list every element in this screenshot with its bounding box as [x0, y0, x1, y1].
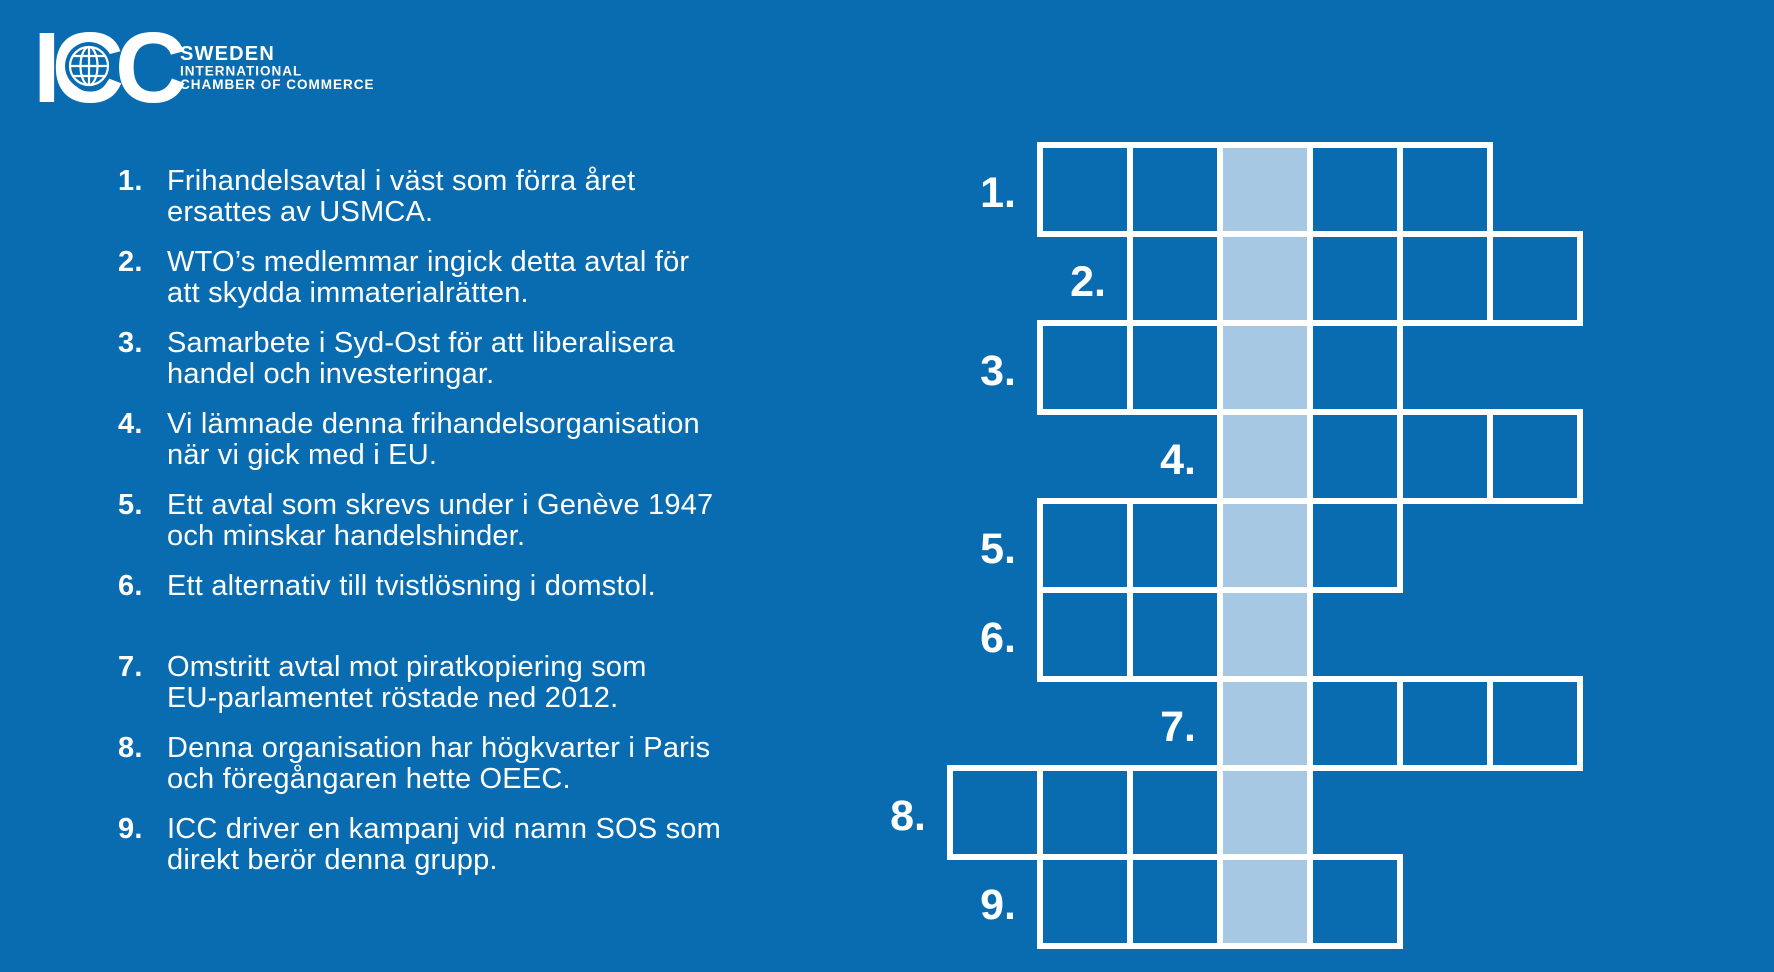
clue-item-4: 4. Vi lämnade denna frihandelsorganisatio…	[118, 409, 700, 470]
clue-text: ICC driver en kampanj vid namn SOS som d…	[167, 813, 721, 876]
logo-org-line-2: CHAMBER OF COMMERCE	[180, 77, 375, 92]
crossword-cell	[1043, 593, 1127, 676]
logo-org-line-1: INTERNATIONAL	[180, 64, 302, 79]
crossword-row-6: 6.	[980, 587, 1313, 682]
crossword-cell	[1133, 237, 1217, 320]
clue-text: Ett alternativ till tvistlösning i domst…	[167, 570, 656, 602]
clue-text: Omstritt avtal mot piratkopiering som EU…	[167, 651, 647, 714]
crossword-row-4: 4.	[1160, 409, 1583, 504]
clue-text: Samarbete i Syd-Ost för att liberalisera…	[167, 327, 675, 390]
crossword-cell	[1313, 148, 1397, 231]
clue-number: 4.	[118, 408, 143, 440]
crossword-cell	[1313, 415, 1397, 498]
crossword-cell	[1313, 504, 1397, 587]
clue-item-1: 1. Frihandelsavtal i väst som förra året …	[118, 166, 635, 227]
crossword-cell	[1493, 415, 1577, 498]
clue-number: 6.	[118, 570, 143, 602]
crossword-cell	[1403, 415, 1487, 498]
row-number-label: 6.	[980, 614, 1016, 662]
clue-item-8: 8. Denna organisation har högkvarter i Pa…	[118, 733, 710, 794]
crossword-row-5: 5.	[980, 498, 1403, 593]
row-number-label: 9.	[980, 881, 1016, 929]
row-number-label: 1.	[980, 169, 1016, 217]
crossword-row-7: 7.	[1160, 676, 1583, 771]
crossword-highlight-cell	[1223, 326, 1307, 409]
clue-number: 1.	[118, 165, 143, 197]
clue-item-3: 3. Samarbete i Syd-Ost för att liberalise…	[118, 328, 675, 389]
icc-logo-graphic: ICC SWEDEN INTERNATIONAL CHAMBER OF COMM…	[33, 12, 375, 124]
crossword-cell	[1133, 504, 1217, 587]
clue-number: 2.	[118, 246, 143, 278]
clue-text: Denna organisation har högkvarter i Pari…	[167, 732, 711, 795]
clue-item-5: 5. Ett avtal som skrevs under i Genève 19…	[118, 490, 713, 551]
row-number-label: 2.	[1070, 258, 1106, 306]
crossword-cell	[1133, 771, 1217, 854]
clue-text: Frihandelsavtal i väst som förra året er…	[167, 165, 636, 228]
clue-number: 3.	[118, 327, 143, 359]
crossword-highlight-cell	[1223, 682, 1307, 765]
crossword-highlight-cell	[1223, 771, 1307, 854]
clue-number: 9.	[118, 813, 143, 845]
crossword-highlight-cell	[1223, 504, 1307, 587]
crossword-cell	[1133, 860, 1217, 943]
clue-text: Ett avtal som skrevs under i Genève 1947…	[167, 489, 714, 552]
clue-number: 8.	[118, 732, 143, 764]
crossword-cell	[1403, 148, 1487, 231]
crossword-row-2: 2.	[1070, 231, 1583, 326]
crossword-highlight-cell	[1223, 593, 1307, 676]
crossword-cell	[1133, 326, 1217, 409]
crossword-highlight-cell	[1223, 237, 1307, 320]
clue-number: 5.	[118, 489, 143, 521]
crossword-row-9: 9.	[980, 854, 1403, 949]
clue-text: Vi lämnade denna frihandelsorganisation …	[167, 408, 700, 471]
crossword-cell	[1043, 504, 1127, 587]
icc-acronym: ICC	[33, 12, 185, 124]
globe-icon	[65, 42, 113, 90]
crossword-row-8: 8.	[890, 765, 1313, 860]
crossword-cell	[1043, 771, 1127, 854]
crossword-cell	[1313, 237, 1397, 320]
crossword-cell	[1403, 237, 1487, 320]
crossword-cell	[1043, 148, 1127, 231]
crossword-highlight-cell	[1223, 148, 1307, 231]
logo-country-label: SWEDEN	[180, 43, 275, 65]
crossword-highlight-cell	[1223, 415, 1307, 498]
crossword-cell	[1313, 860, 1397, 943]
crossword-cell	[1313, 326, 1397, 409]
crossword-cell	[1133, 593, 1217, 676]
row-number-label: 5.	[980, 525, 1016, 573]
clue-item-7: 7. Omstritt avtal mot piratkopiering som …	[118, 652, 647, 713]
crossword-cell	[953, 771, 1037, 854]
crossword-cell	[1133, 148, 1217, 231]
crossword-row-3: 3.	[980, 320, 1403, 415]
clue-item-2: 2. WTO’s medlemmar ingick detta avtal för…	[118, 247, 689, 308]
row-number-label: 4.	[1160, 436, 1196, 484]
clue-number: 7.	[118, 651, 143, 683]
row-number-label: 3.	[980, 347, 1016, 395]
clue-list: 1. Frihandelsavtal i väst som förra året …	[0, 0, 860, 972]
crossword-cell	[1043, 326, 1127, 409]
crossword-cell	[1493, 237, 1577, 320]
crossword-cell	[1043, 860, 1127, 943]
crossword-cell	[1313, 682, 1397, 765]
row-number-label: 7.	[1160, 703, 1196, 751]
crossword-highlight-cell	[1223, 860, 1307, 943]
clue-item-9: 9. ICC driver en kampanj vid namn SOS som…	[118, 814, 721, 875]
crossword-cell	[1403, 682, 1487, 765]
clue-item-6: 6. Ett alternativ till tvistlösning i dom…	[118, 571, 656, 602]
row-number-label: 8.	[890, 792, 926, 840]
crossword-cell	[1493, 682, 1577, 765]
icc-sweden-logo: ICC SWEDEN INTERNATIONAL CHAMBER OF COMM…	[0, 0, 480, 130]
crossword-row-1: 1.	[980, 142, 1493, 237]
clue-text: WTO’s medlemmar ingick detta avtal för a…	[167, 246, 690, 309]
